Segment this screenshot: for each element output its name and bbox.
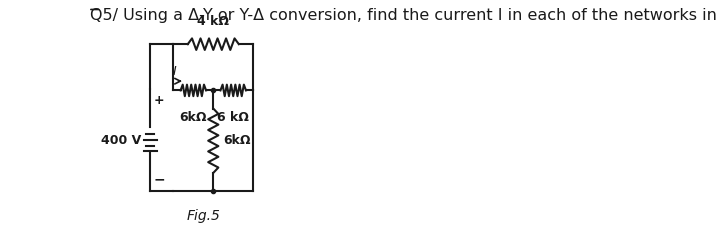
Text: Q5/ Using a Δ-Y or Y-Δ conversion, find the current I in each of the networks in: Q5/ Using a Δ-Y or Y-Δ conversion, find … (90, 8, 720, 23)
Text: −: − (154, 172, 166, 186)
Text: 6kΩ: 6kΩ (179, 111, 207, 124)
Text: 400 V: 400 V (101, 134, 141, 147)
Text: +: + (154, 94, 164, 107)
Text: 4 kΩ: 4 kΩ (197, 15, 229, 28)
Text: I: I (173, 65, 176, 78)
Text: 6kΩ: 6kΩ (224, 134, 251, 147)
Text: 6 kΩ: 6 kΩ (217, 111, 249, 124)
Text: Fig.5: Fig.5 (186, 209, 220, 223)
